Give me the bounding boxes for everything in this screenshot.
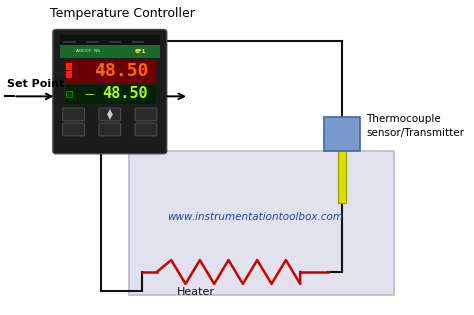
Bar — [64, 84, 155, 104]
Bar — [338, 148, 346, 203]
FancyBboxPatch shape — [99, 123, 121, 136]
Text: 6F1: 6F1 — [134, 49, 146, 54]
Text: Thermocouple
sensor/Transmitter: Thermocouple sensor/Transmitter — [366, 114, 465, 138]
Bar — [66, 91, 72, 97]
Bar — [64, 59, 155, 83]
FancyBboxPatch shape — [135, 108, 157, 121]
Text: ▲: ▲ — [107, 107, 113, 117]
Text: Temperature Controller: Temperature Controller — [50, 7, 195, 20]
Text: 48.50: 48.50 — [102, 87, 148, 101]
Bar — [66, 63, 72, 70]
Text: ▼: ▼ — [107, 112, 113, 121]
FancyBboxPatch shape — [135, 123, 157, 136]
FancyBboxPatch shape — [99, 108, 121, 121]
Text: www.instrumentationtoolbox.com: www.instrumentationtoolbox.com — [167, 212, 343, 222]
Bar — [324, 117, 360, 151]
Bar — [129, 151, 394, 295]
FancyBboxPatch shape — [63, 108, 84, 121]
Text: Heater: Heater — [176, 287, 214, 297]
Text: Set Point: Set Point — [7, 78, 64, 89]
Bar — [60, 35, 160, 45]
Text: 48.50: 48.50 — [93, 62, 148, 80]
FancyBboxPatch shape — [63, 123, 84, 136]
Text: —: — — [85, 89, 94, 99]
Bar — [66, 72, 72, 78]
FancyBboxPatch shape — [53, 30, 167, 154]
Text: AOCOT  NS: AOCOT NS — [76, 49, 100, 53]
Bar — [60, 45, 160, 58]
